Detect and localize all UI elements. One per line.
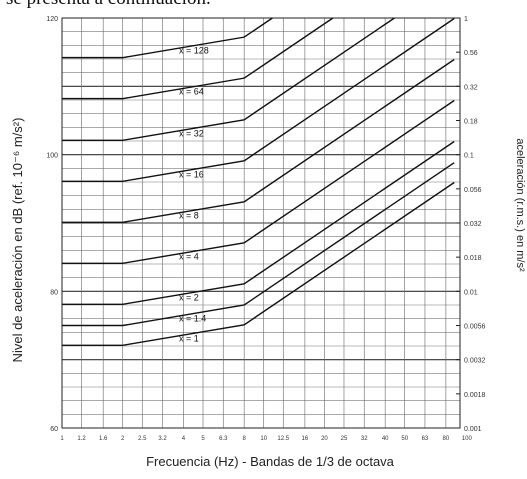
y-axis-title-left: Nivel de aceleración en dB (ref. 10⁻⁶ m/… — [10, 118, 25, 363]
curve-line — [62, 99, 455, 265]
x-tick-label: 12.5 — [277, 436, 289, 442]
y-tick-label-left: 100 — [46, 153, 58, 160]
x-tick-label: 25 — [341, 436, 348, 442]
y-tick-label-right: 0.056 — [464, 187, 482, 194]
x-tick-label: 1 — [60, 436, 64, 442]
y-tick-label-left: 60 — [50, 426, 58, 433]
x-tick-label: 8 — [242, 436, 246, 442]
y-tick-label-right: 0.01 — [464, 289, 478, 296]
y-tick-label-right: 0.32 — [464, 84, 478, 91]
x-tick-labels: 1 1.2 1.6 2 2.5 3.2 4 5 6.3 8 10 12.5 16 20 25 32 40 50 63… — [60, 436, 472, 442]
y-tick-label-right: 0.001 — [464, 426, 482, 433]
y-tick-label-right: 0.032 — [464, 221, 482, 228]
y-tick-label-right: 0.1 — [464, 153, 474, 160]
x-tick-label: 63 — [422, 436, 429, 442]
x-tick-label: 1.6 — [99, 436, 108, 442]
curve-line — [62, 140, 455, 306]
curve-line — [62, 162, 455, 327]
curve-label: x = 8 — [179, 210, 199, 220]
y-tick-label-left: 80 — [50, 289, 58, 296]
curve-line — [62, 17, 455, 183]
x-tick-label: 16 — [302, 436, 309, 442]
x-tick-label: 3.2 — [158, 436, 167, 442]
curve-label: x = 16 — [179, 169, 204, 179]
x-tick-label: 20 — [321, 436, 328, 442]
x-tick-label: 80 — [443, 436, 450, 442]
curve-label: x = 64 — [179, 87, 204, 97]
y-tick-label-right: 1 — [464, 16, 468, 23]
curve-line — [62, 17, 395, 142]
x-tick-label: 40 — [382, 436, 389, 442]
y-axis-title-right: aceleración (r.m.s.) en m/s² — [514, 138, 526, 272]
y-tick-label-right: 0.0032 — [464, 358, 486, 365]
x-axis-title: Frecuencia (Hz) - Bandas de 1/3 de octav… — [146, 454, 395, 469]
curve-label: x = 1 — [179, 333, 199, 343]
x-tick-label: 4 — [182, 436, 186, 442]
curve-label: x = 1.4 — [179, 314, 206, 324]
x-tick-label: 1.2 — [77, 436, 86, 442]
curve-line — [62, 58, 455, 224]
y-tick-labels-left: 60 80 100 120 — [46, 16, 58, 433]
y-tick-label-right: 0.0056 — [464, 324, 486, 331]
curve-labels: x = 128 x = 64 x = 32 x = 16 x = 8 x = 4 x = 2… — [179, 46, 209, 344]
curve-line — [62, 17, 334, 100]
x-tick-label: 5 — [201, 436, 205, 442]
x-tick-label: 50 — [401, 436, 408, 442]
curve-label: x = 32 — [179, 128, 204, 138]
x-tick-label: 10 — [260, 436, 267, 442]
y-tick-labels-right: 0.001 0.0018 0.0032 0.0056 0.01 0.018 0.032 0.0… — [456, 16, 486, 433]
x-tick-label: 2.5 — [138, 436, 147, 442]
x-tick-label: 2 — [121, 436, 125, 442]
y-tick-label-right: 0.0018 — [464, 392, 486, 399]
curve-line — [62, 181, 455, 347]
x-tick-label: 6.3 — [219, 436, 228, 442]
y-tick-label-right: 0.018 — [464, 255, 482, 262]
curve-label: x = 2 — [179, 292, 199, 302]
x-tick-label: 32 — [361, 436, 368, 442]
page-header-text: se presenta a continuación. — [6, 0, 211, 10]
y-tick-label-left: 120 — [46, 16, 58, 23]
curve-line — [62, 17, 273, 59]
curve-label: x = 4 — [179, 251, 199, 261]
x-tick-label: 100 — [462, 436, 473, 442]
curve-label: x = 128 — [179, 46, 209, 56]
y-tick-label-right: 0.18 — [464, 119, 478, 126]
curves — [62, 17, 455, 347]
y-tick-label-right: 0.56 — [464, 50, 478, 57]
